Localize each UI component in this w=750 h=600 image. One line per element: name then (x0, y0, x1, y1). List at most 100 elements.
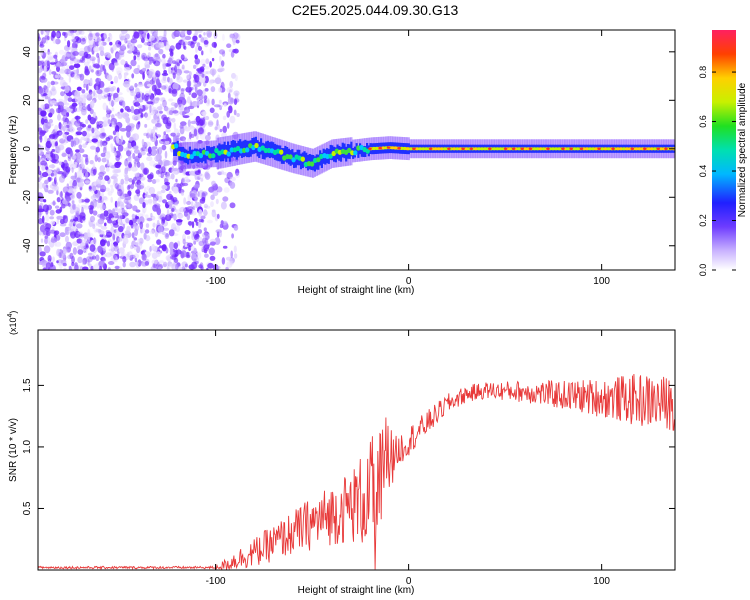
signal-core (615, 147, 621, 151)
noise-speck (117, 208, 122, 214)
noise-speck (48, 119, 53, 124)
noise-speck (52, 38, 57, 44)
noise-speck (126, 130, 131, 138)
noise-speck (84, 65, 89, 73)
noise-speck (54, 173, 57, 181)
noise-speck (65, 166, 71, 173)
noise-speck (39, 135, 43, 143)
y-tick-label: 20 (22, 94, 33, 106)
x-tick-label: -100 (206, 276, 226, 287)
signal-band (214, 148, 217, 163)
noise-speck (146, 152, 152, 157)
noise-speck (120, 221, 123, 226)
noise-speck (164, 181, 171, 186)
noise-speck (54, 241, 62, 247)
noise-speck (55, 146, 60, 154)
noise-speck (94, 37, 98, 42)
noise-speck (95, 222, 99, 226)
noise-speck (141, 209, 145, 217)
noise-speck (168, 161, 173, 166)
noise-speck (146, 55, 150, 60)
noise-speck (104, 60, 111, 66)
noise-speck (46, 30, 51, 34)
noise-speck (97, 141, 101, 148)
noise-speck (162, 99, 167, 108)
noise-speck (87, 252, 93, 256)
noise-speck (163, 131, 166, 136)
noise-speck (185, 254, 191, 259)
noise-speck (61, 151, 67, 158)
noise-speck (79, 121, 85, 130)
x-tick-label: 0 (406, 576, 412, 587)
noise-speck (204, 75, 209, 84)
noise-speck (231, 233, 235, 239)
noise-speck (72, 140, 77, 147)
noise-speck (173, 182, 181, 188)
noise-speck (131, 114, 137, 121)
noise-speck (98, 230, 105, 235)
noise-speck (71, 167, 74, 173)
noise-speck (50, 172, 55, 177)
signal-core (263, 147, 268, 154)
noise-speck (182, 41, 186, 50)
noise-speck (59, 49, 65, 55)
noise-speck (123, 67, 131, 72)
noise-speck (54, 142, 58, 148)
noise-speck (223, 187, 230, 193)
noise-speck (219, 105, 223, 111)
noise-speck (71, 200, 75, 205)
noise-speck (130, 166, 138, 172)
signal-peak (461, 147, 465, 150)
noise-speck (46, 51, 52, 55)
signal-core (260, 145, 265, 151)
noise-speck (222, 115, 227, 121)
noise-speck (170, 102, 177, 107)
noise-speck (202, 240, 208, 249)
noise-speck (102, 146, 107, 154)
signal-core (566, 147, 571, 151)
noise-speck (68, 223, 74, 227)
noise-speck (163, 106, 169, 112)
noise-speck (64, 162, 69, 168)
noise-speck (233, 109, 237, 116)
signal-core (365, 148, 370, 154)
noise-speck (55, 146, 61, 154)
noise-speck (93, 237, 96, 244)
noise-speck (131, 91, 136, 97)
noise-speck (57, 109, 65, 114)
noise-speck (173, 257, 179, 264)
noise-speck (150, 148, 157, 156)
noise-speck (168, 241, 175, 250)
noise-speck (220, 220, 224, 226)
noise-speck (161, 72, 169, 76)
signal-core (557, 147, 562, 151)
noise-speck (54, 185, 60, 192)
noise-speck (83, 245, 89, 250)
noise-speck (172, 203, 179, 207)
noise-speck (174, 102, 178, 108)
signal-core (254, 142, 259, 149)
signal-peak (488, 147, 492, 150)
noise-speck (73, 58, 80, 64)
noise-speck (204, 65, 210, 70)
noise-speck (209, 79, 213, 85)
noise-speck (199, 100, 204, 105)
noise-speck (113, 176, 118, 185)
noise-speck (153, 60, 161, 67)
noise-speck (118, 213, 123, 222)
noise-speck (51, 181, 58, 187)
signal-core (439, 147, 444, 151)
noise-speck (141, 253, 147, 261)
noise-speck (50, 236, 57, 244)
noise-speck (39, 198, 43, 203)
noise-speck (176, 30, 181, 34)
signal-core (492, 147, 497, 151)
noise-speck (235, 168, 240, 176)
noise-speck (171, 60, 177, 64)
noise-speck (65, 53, 72, 57)
noise-speck (185, 86, 192, 93)
noise-speck (168, 212, 174, 219)
noise-speck (83, 205, 90, 210)
noise-speck (193, 184, 200, 189)
noise-speck (135, 245, 141, 254)
